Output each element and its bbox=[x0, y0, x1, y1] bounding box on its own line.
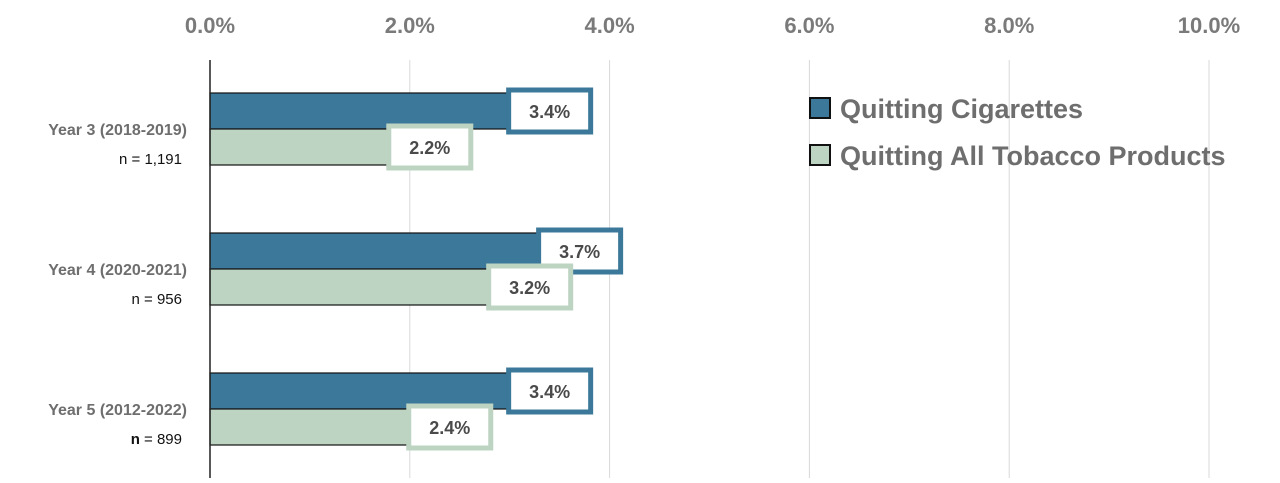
bar bbox=[209, 92, 551, 130]
data-label: 3.2% bbox=[509, 278, 550, 298]
data-label: 2.4% bbox=[429, 418, 470, 438]
bar bbox=[209, 268, 531, 306]
bars: 3.4% 2.2% 3.7% 3.2% 3.4% 2.4% bbox=[209, 87, 624, 451]
data-label-box bbox=[386, 123, 474, 171]
x-tick-label: 6.0% bbox=[784, 13, 834, 38]
legend-swatch bbox=[809, 144, 831, 166]
legend-entry: Quitting Cigarettes bbox=[840, 94, 1083, 124]
data-label: 2.2% bbox=[409, 138, 450, 158]
legend: Quitting Cigarettes Quitting All Tobacco … bbox=[809, 94, 1226, 171]
bar bbox=[209, 372, 551, 410]
data-label-box bbox=[506, 367, 594, 415]
x-tick-label: 8.0% bbox=[984, 13, 1034, 38]
data-label-box bbox=[406, 403, 494, 451]
legend-swatch bbox=[809, 97, 831, 119]
data-label: 3.7% bbox=[559, 242, 600, 262]
sample-size-label: n = 1,191 bbox=[119, 151, 182, 168]
category-label: Year 3 (2018-2019) bbox=[48, 122, 187, 139]
x-tick-label: 2.0% bbox=[385, 13, 435, 38]
data-label-box bbox=[486, 263, 574, 311]
legend-entry: Quitting All Tobacco Products bbox=[840, 141, 1226, 171]
category-labels: Year 3 (2018-2019) n = 1,191 Year 4 (2020-… bbox=[48, 122, 187, 448]
data-label: 3.4% bbox=[529, 102, 570, 122]
x-tick-label: 4.0% bbox=[585, 13, 635, 38]
category-label: Year 4 (2020-2021) bbox=[48, 262, 187, 279]
category-label: Year 5 (2012-2022) bbox=[48, 402, 187, 419]
x-tick-label: 0.0% bbox=[185, 13, 235, 38]
x-tick-label: 10.0% bbox=[1178, 13, 1240, 38]
data-label-box bbox=[506, 87, 594, 135]
x-axis-ticks: 0.0% 2.0% 4.0% 6.0% 8.0% 10.0% bbox=[185, 13, 1240, 38]
sample-size-label: n = 956 bbox=[132, 291, 182, 308]
sample-size-label: n = 899 bbox=[131, 431, 182, 448]
data-label: 3.4% bbox=[529, 382, 570, 402]
